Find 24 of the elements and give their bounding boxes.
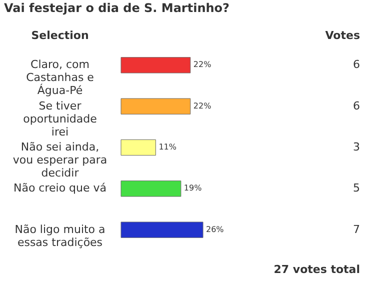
text: 7: [353, 222, 360, 236]
y-tick-label: Não creio que vá: [13, 182, 107, 195]
data-label: 11%: [158, 142, 177, 152]
text: Votes: [325, 29, 360, 42]
text: 6: [353, 99, 360, 112]
bar: [120, 180, 182, 197]
text: 27 votes total: [274, 263, 360, 276]
bar: [120, 57, 191, 74]
data-label: 22%: [193, 60, 212, 70]
data-label: 19%: [184, 184, 202, 193]
y-tick-label: Claro, com Castanhas e Água-Pé: [26, 58, 94, 98]
bar: [120, 139, 156, 156]
data-label: 26%: [206, 224, 224, 234]
data-label: 22%: [193, 101, 212, 110]
text: 3: [353, 140, 360, 154]
chart-title: Vai festejar o dia de S. Martinho?: [4, 1, 230, 15]
bar: [120, 222, 204, 238]
bar: [120, 98, 191, 114]
y-tick-label: Se tiver oportunidade irei: [23, 99, 98, 138]
y-tick-label: Não sei ainda, vou esperar para decidir: [12, 140, 108, 180]
text: 6: [353, 58, 360, 72]
y-tick-label: Não ligo muito a essas tradições: [14, 222, 106, 249]
text: 5: [353, 182, 360, 195]
y-axis-title: Selection: [31, 29, 89, 42]
